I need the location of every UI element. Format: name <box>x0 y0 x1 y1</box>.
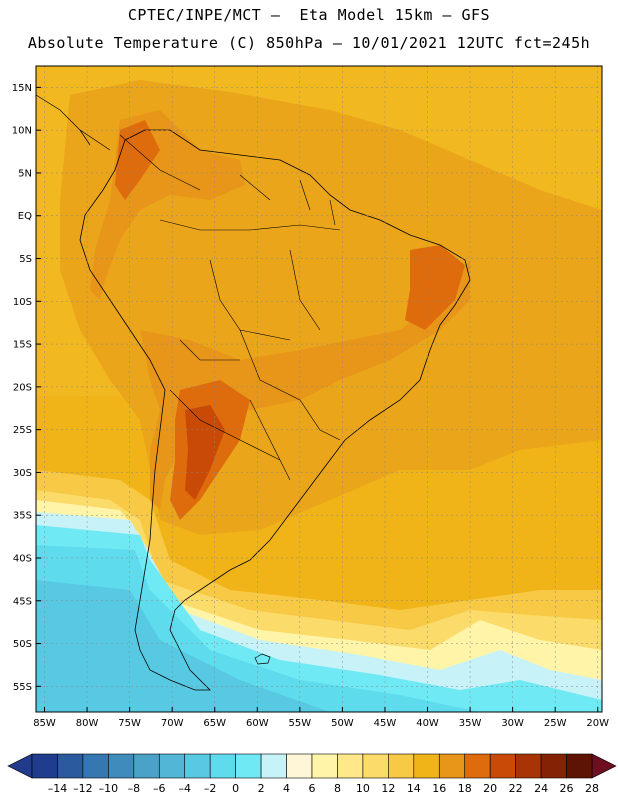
lat-tick-label: 5N <box>18 168 32 179</box>
colorbar-swatch <box>515 753 542 779</box>
lat-tick-label: 55S <box>13 682 32 693</box>
colorbar-label: 6 <box>309 782 316 795</box>
colorbar-swatch <box>108 753 135 779</box>
colorbar-swatch <box>489 753 516 779</box>
colorbar-label: –6 <box>153 782 166 795</box>
lat-tick-label: 15N <box>12 83 32 94</box>
field-chaco-22 <box>185 405 225 500</box>
lat-tick-label: 20S <box>13 382 32 393</box>
colorbar-swatch <box>82 753 109 779</box>
colorbar-swatch <box>158 753 186 779</box>
colorbar-swatch <box>362 753 389 779</box>
lon-tick-label: 35W <box>459 718 482 729</box>
colorbar-swatch <box>566 753 593 779</box>
colorbar-label: –14 <box>48 782 68 795</box>
lat-tick-label: 15S <box>13 340 32 351</box>
colorbar-swatch <box>286 753 313 779</box>
lon-tick-label: 60W <box>246 718 269 729</box>
colorbar-swatch <box>337 753 364 779</box>
colorbar-over-arrow <box>591 753 617 779</box>
lon-tick-label: 75W <box>118 718 141 729</box>
lat-tick-label: 10N <box>12 126 32 137</box>
lon-tick-label: 85W <box>33 718 56 729</box>
colorbar-swatch <box>260 753 287 779</box>
colorbar-swatch <box>209 753 236 779</box>
colorbar-swatch <box>413 753 440 779</box>
colorbar-label: 8 <box>334 782 341 795</box>
lon-tick-label: 45W <box>374 718 397 729</box>
colorbar-label: –10 <box>99 782 119 795</box>
colorbar-label: –4 <box>178 782 191 795</box>
colorbar-label: 10 <box>356 782 370 795</box>
lon-tick-label: 80W <box>76 718 99 729</box>
lon-tick-label: 25W <box>544 718 567 729</box>
lat-tick-label: 5S <box>19 254 32 265</box>
lat-tick-label: 25S <box>13 425 32 436</box>
lat-tick-label: EQ <box>18 211 32 222</box>
longitude-tick-labels: 85W 80W 75W 70W 65W 60W 55W 50W 45W 40W 35W 30W 25W 2… <box>33 707 609 729</box>
field-venezuela-20 <box>115 120 160 200</box>
country-borders <box>159 219 341 481</box>
colorbar-label: 4 <box>283 782 290 795</box>
chart-subtitle: Absolute Temperature (C) 850hPa – 10/01/… <box>27 34 591 52</box>
map-frame <box>35 65 603 713</box>
colorbar-swatch <box>31 753 58 779</box>
central-america-outline <box>36 94 111 151</box>
chart-title: CPTEC/INPE/MCT – Eta Model 15km – GFS <box>127 6 491 24</box>
lon-tick-label: 65W <box>203 718 226 729</box>
colorbar-label: 26 <box>560 782 574 795</box>
colorbar-label: 12 <box>381 782 395 795</box>
lat-tick-label: 35S <box>13 511 32 522</box>
lat-tick-label: 30S <box>13 468 32 479</box>
lat-tick-label: 10S <box>13 297 32 308</box>
colorbar-swatch <box>438 753 466 779</box>
colorbar-label: 24 <box>534 782 548 795</box>
colorbar-label: 0 <box>232 782 239 795</box>
colorbar-swatch <box>184 753 211 779</box>
colorbar-label: –12 <box>73 782 93 795</box>
lon-tick-label: 30W <box>501 718 524 729</box>
lon-tick-label: 55W <box>289 718 312 729</box>
latitude-tick-labels: 15N 10N 5N EQ 5S 10S 15S 20S 25S 30S 35S 40S 45S 50S 5… <box>12 83 41 693</box>
colorbar-under-arrow <box>7 753 33 779</box>
colorbar-swatch <box>133 753 160 779</box>
colorbar-label: 14 <box>407 782 421 795</box>
field-central-18 <box>140 260 470 510</box>
field-northeast-20 <box>405 245 465 330</box>
lon-tick-label: 20W <box>586 718 609 729</box>
colorbar-label: –2 <box>204 782 217 795</box>
colorbar-label: 28 <box>585 782 599 795</box>
graticule <box>36 66 602 712</box>
lon-tick-label: 50W <box>331 718 354 729</box>
temperature-field <box>36 66 602 712</box>
colorbar-swatch <box>311 753 338 779</box>
colorbar-swatch <box>540 753 567 779</box>
colorbar-label: 16 <box>432 782 446 795</box>
colorbar-swatch <box>57 753 84 779</box>
colorbar-swatch <box>464 753 491 779</box>
lat-tick-label: 45S <box>13 596 32 607</box>
lat-tick-label: 50S <box>13 639 32 650</box>
lon-tick-label: 70W <box>161 718 184 729</box>
lon-tick-label: 40W <box>416 718 439 729</box>
continent-outline <box>79 129 471 691</box>
lat-tick-label: 40S <box>13 553 32 564</box>
colorbar-swatch <box>235 753 262 779</box>
colorbar: –14 –12 –10 –8 –6 –4 –2 0 2 4 6 8 10 12 14 16 18 20 22 24 26… <box>7 753 617 795</box>
colorbar-label: 22 <box>509 782 523 795</box>
colorbar-label: 18 <box>458 782 472 795</box>
northern-borders <box>119 134 336 226</box>
colorbar-label: 2 <box>258 782 265 795</box>
colorbar-label: 20 <box>483 782 497 795</box>
colorbar-swatch <box>388 753 415 779</box>
colorbar-label: –8 <box>128 782 141 795</box>
field-south-0 <box>36 580 330 712</box>
